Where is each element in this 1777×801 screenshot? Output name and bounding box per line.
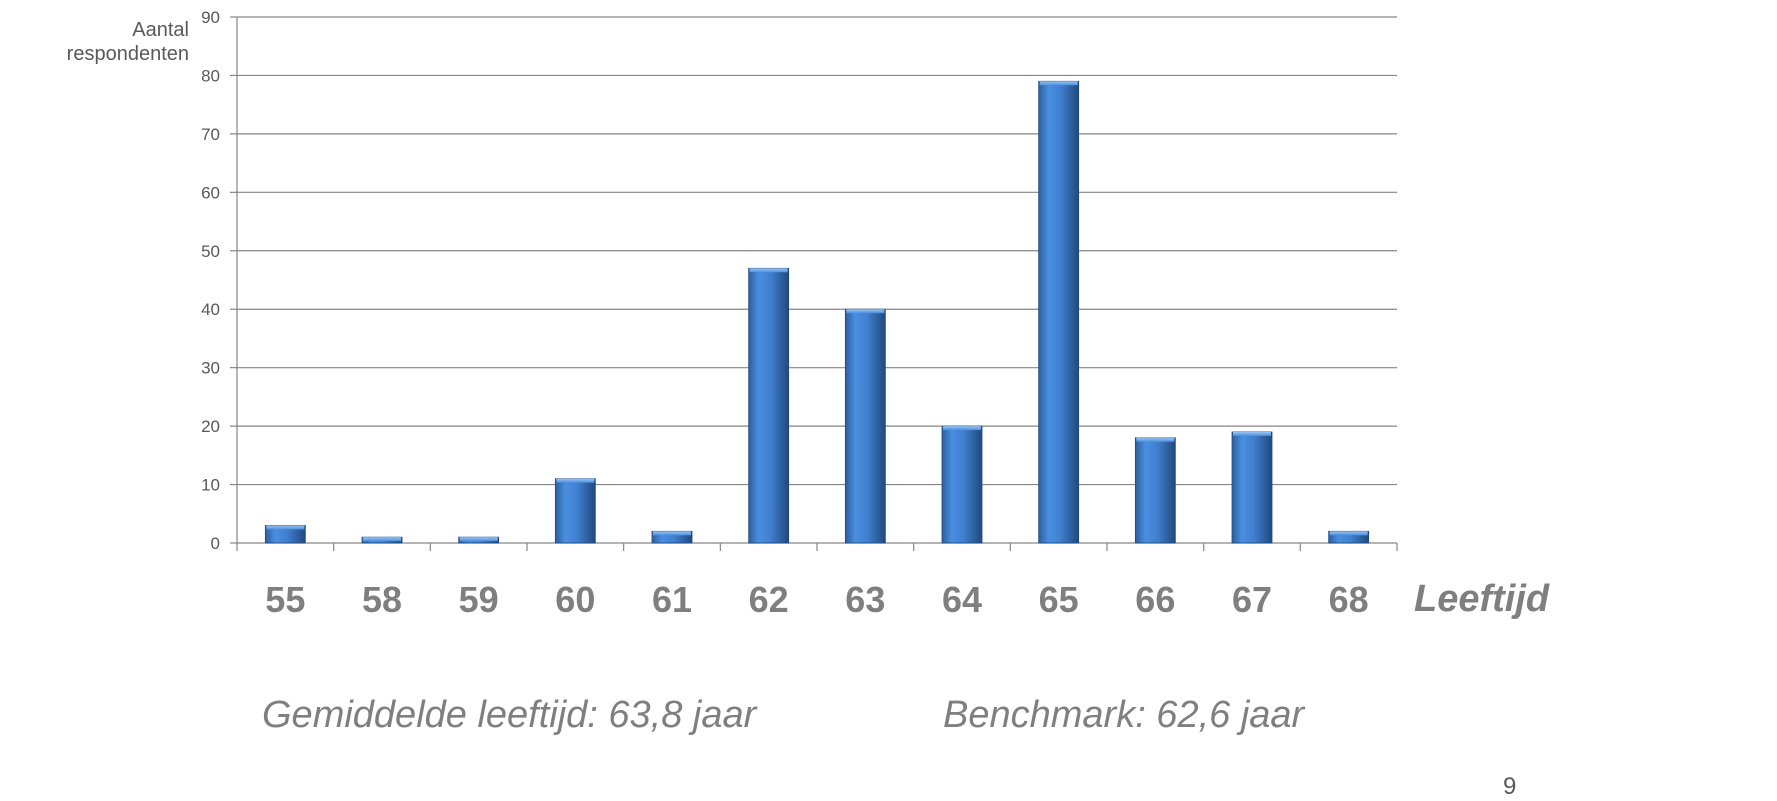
bar-67 (1231, 431, 1273, 544)
bar-top-highlight (1233, 431, 1271, 436)
x-tick-label: 58 (362, 579, 402, 620)
bar-64 (941, 425, 983, 544)
bar-body (844, 308, 886, 544)
x-tick-label: 59 (459, 579, 499, 620)
benchmark-note: Benchmark: 62,6 jaar (943, 694, 1305, 736)
bar-top-highlight (653, 531, 691, 536)
x-tick-label: 66 (1135, 579, 1175, 620)
x-tick-label: 55 (265, 579, 305, 620)
x-tick-label: 61 (652, 579, 692, 620)
bar-top-highlight (1329, 531, 1368, 536)
bar-66 (1134, 437, 1176, 544)
bar-body (1038, 80, 1080, 544)
y-axis-label: Aantal respondenten (66, 19, 189, 65)
bars (264, 80, 1370, 544)
bar-55 (264, 525, 306, 544)
y-tick-label: 0 (211, 534, 220, 553)
bar-63 (844, 308, 886, 544)
bar-61 (651, 530, 693, 544)
tick-labels: 0 10 20 30 40 50 60 70 80 90 55 58 59 60 61 62 63 64 65 66 6… (201, 8, 1369, 620)
bar-top-highlight (363, 537, 401, 542)
bar-58 (361, 536, 403, 544)
bar-top-highlight (556, 478, 595, 483)
y-tick-label: 40 (201, 300, 220, 319)
bar-top-highlight (943, 426, 981, 431)
bar-top-highlight (1136, 437, 1175, 442)
axes (230, 16, 1398, 551)
bar-top-highlight (846, 309, 885, 314)
bar-body (1231, 431, 1273, 544)
bar-62 (748, 267, 790, 544)
bar-top-highlight (266, 525, 305, 530)
x-tick-label: 68 (1329, 579, 1369, 620)
bar-60 (554, 478, 596, 544)
y-tick-label: 30 (201, 359, 220, 378)
bar-body (1134, 437, 1176, 544)
average-age-note: Gemiddelde leeftijd: 63,8 jaar (262, 694, 757, 736)
y-tick-label: 10 (201, 476, 220, 495)
bar-body (941, 425, 983, 544)
x-tick-label: 64 (942, 579, 982, 620)
y-tick-label: 60 (201, 183, 220, 202)
bar-top-highlight (459, 537, 498, 542)
x-tick-label: 60 (555, 579, 595, 620)
y-tick-label: 20 (201, 417, 220, 436)
bar-top-highlight (749, 268, 788, 273)
x-tick-label: 67 (1232, 579, 1272, 620)
y-tick-label: 90 (201, 8, 220, 27)
bar-59 (458, 536, 500, 544)
bar-top-highlight (1039, 81, 1078, 86)
x-tick-label: 62 (749, 579, 789, 620)
bar-body (554, 478, 596, 544)
x-tick-label: 65 (1039, 579, 1079, 620)
bar-68 (1328, 530, 1370, 544)
x-tick-label: 63 (845, 579, 885, 620)
y-tick-label: 70 (201, 125, 220, 144)
y-tick-label: 50 (201, 242, 220, 261)
y-tick-label: 80 (201, 66, 220, 85)
gridlines (237, 16, 1397, 544)
bar-65 (1038, 80, 1080, 544)
page-number: 9 (1503, 773, 1517, 800)
x-axis-label: Leeftijd (1414, 578, 1550, 620)
bar-body (748, 267, 790, 544)
